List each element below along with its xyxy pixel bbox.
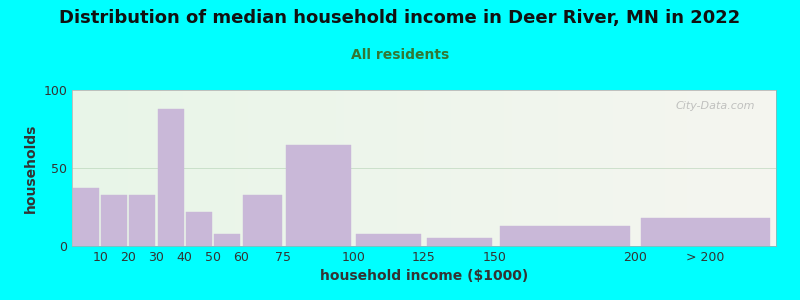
Text: All residents: All residents <box>351 48 449 62</box>
Bar <box>286 145 350 246</box>
Bar <box>186 212 212 246</box>
Y-axis label: households: households <box>24 123 38 213</box>
Bar <box>130 194 155 246</box>
Bar <box>214 233 240 246</box>
Text: Distribution of median household income in Deer River, MN in 2022: Distribution of median household income … <box>59 9 741 27</box>
Bar <box>158 109 183 246</box>
Text: City-Data.com: City-Data.com <box>675 101 755 111</box>
Bar <box>102 194 127 246</box>
X-axis label: household income ($1000): household income ($1000) <box>320 269 528 284</box>
Bar <box>500 226 630 246</box>
Bar <box>357 233 421 246</box>
Bar <box>427 238 491 246</box>
Bar <box>641 218 770 246</box>
Bar <box>73 188 99 246</box>
Bar <box>242 194 282 246</box>
